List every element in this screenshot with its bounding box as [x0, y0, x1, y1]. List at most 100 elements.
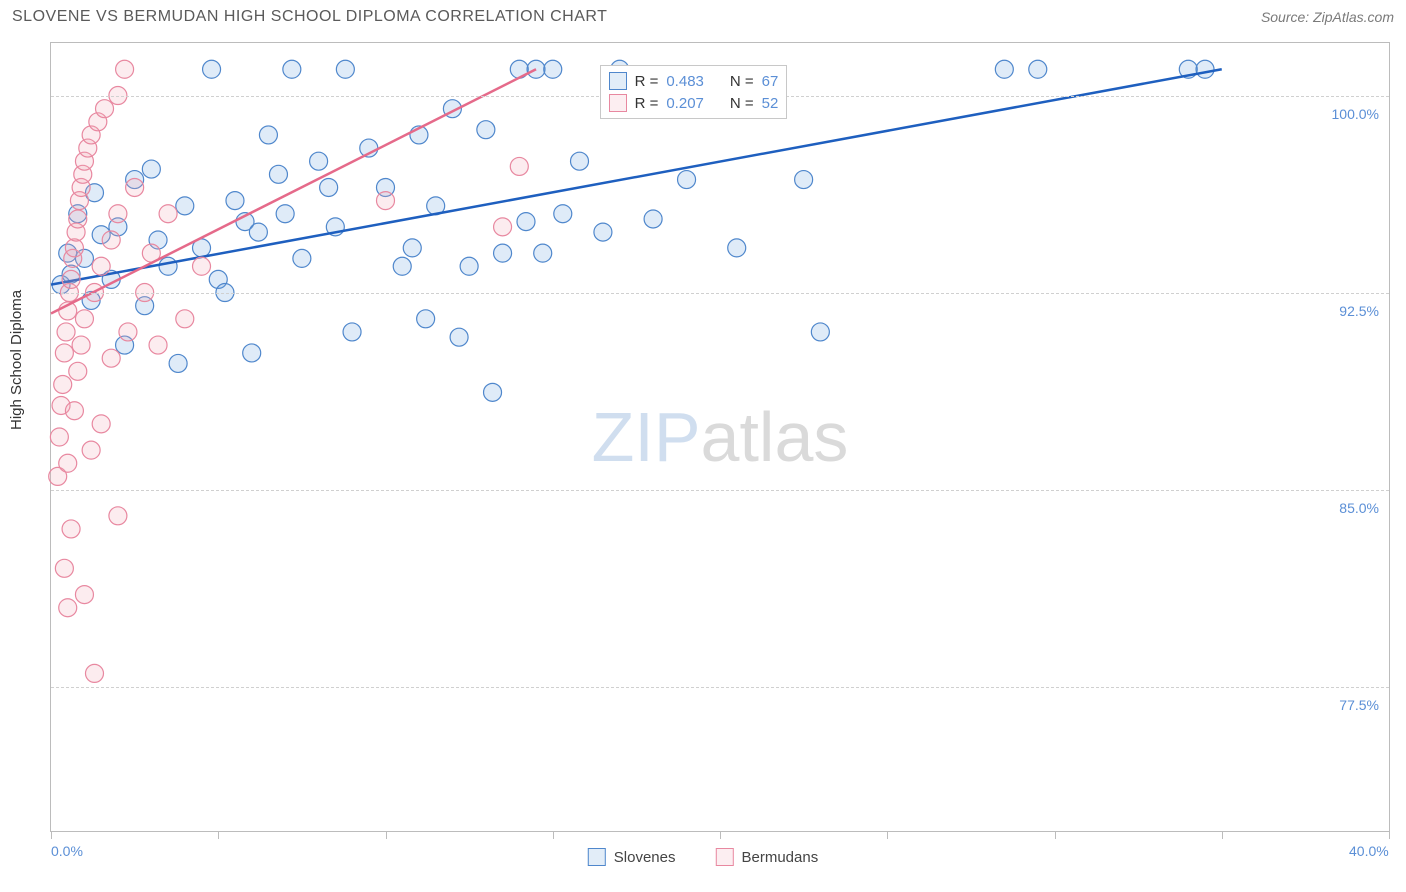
data-point	[1029, 60, 1047, 78]
x-tick-label: 40.0%	[1349, 843, 1389, 859]
r-value: 0.207	[666, 95, 704, 112]
n-label: N =	[730, 73, 754, 90]
x-tick	[1389, 831, 1390, 839]
r-value: 0.483	[666, 73, 704, 90]
data-point	[403, 239, 421, 257]
data-point	[59, 454, 77, 472]
data-point	[75, 586, 93, 604]
data-point	[320, 178, 338, 196]
data-point	[484, 383, 502, 401]
data-point	[417, 310, 435, 328]
data-point	[728, 239, 746, 257]
data-point	[92, 257, 110, 275]
data-point	[85, 664, 103, 682]
data-point	[571, 152, 589, 170]
data-point	[377, 192, 395, 210]
data-point	[102, 231, 120, 249]
x-tick	[887, 831, 888, 839]
data-point	[62, 270, 80, 288]
data-point	[54, 375, 72, 393]
data-point	[176, 310, 194, 328]
n-value: 52	[762, 95, 779, 112]
data-point	[62, 520, 80, 538]
data-point	[65, 239, 83, 257]
scatter-plot	[51, 43, 1389, 831]
data-point	[259, 126, 277, 144]
x-tick	[1222, 831, 1223, 839]
legend-swatch	[588, 848, 606, 866]
data-point	[226, 192, 244, 210]
data-point	[544, 60, 562, 78]
y-axis-label: High School Diploma	[8, 290, 25, 430]
data-point	[1196, 60, 1214, 78]
data-point	[510, 157, 528, 175]
r-label: R =	[635, 95, 659, 112]
x-tick	[386, 831, 387, 839]
data-point	[678, 171, 696, 189]
data-point	[527, 60, 545, 78]
data-point	[142, 160, 160, 178]
data-point	[92, 415, 110, 433]
data-point	[249, 223, 267, 241]
data-point	[460, 257, 478, 275]
data-point	[82, 441, 100, 459]
stats-legend: R =0.483N =67R =0.207N =52	[600, 65, 788, 119]
data-point	[343, 323, 361, 341]
series-legend: SlovenesBermudans	[588, 848, 818, 866]
data-point	[159, 205, 177, 223]
data-point	[55, 559, 73, 577]
data-point	[72, 336, 90, 354]
data-point	[393, 257, 411, 275]
x-tick	[51, 831, 52, 839]
series-legend-item: Slovenes	[588, 848, 676, 866]
data-point	[644, 210, 662, 228]
data-point	[169, 354, 187, 372]
data-point	[176, 197, 194, 215]
data-point	[57, 323, 75, 341]
data-point	[119, 323, 137, 341]
data-point	[149, 336, 167, 354]
data-point	[269, 165, 287, 183]
data-point	[293, 249, 311, 267]
legend-swatch	[609, 94, 627, 112]
data-point	[594, 223, 612, 241]
r-label: R =	[635, 73, 659, 90]
data-point	[534, 244, 552, 262]
data-point	[116, 60, 134, 78]
stats-legend-row: R =0.483N =67	[609, 70, 779, 92]
data-point	[283, 60, 301, 78]
data-point	[102, 349, 120, 367]
stats-legend-row: R = 0.207 N = 52	[609, 92, 779, 114]
chart-source: Source: ZipAtlas.com	[1261, 9, 1394, 25]
data-point	[65, 402, 83, 420]
series-name: Slovenes	[614, 849, 676, 866]
n-label: N =	[730, 95, 754, 112]
data-point	[336, 60, 354, 78]
gridline	[51, 490, 1389, 491]
y-tick-label: 85.0%	[1339, 500, 1379, 516]
data-point	[494, 244, 512, 262]
data-point	[109, 205, 127, 223]
data-point	[69, 210, 87, 228]
data-point	[59, 599, 77, 617]
data-point	[96, 100, 114, 118]
data-point	[193, 257, 211, 275]
legend-swatch	[716, 848, 734, 866]
data-point	[494, 218, 512, 236]
chart-title: SLOVENE VS BERMUDAN HIGH SCHOOL DIPLOMA …	[12, 8, 607, 26]
data-point	[50, 428, 68, 446]
data-point	[450, 328, 468, 346]
data-point	[811, 323, 829, 341]
data-point	[554, 205, 572, 223]
data-point	[276, 205, 294, 223]
x-tick	[720, 831, 721, 839]
chart-area: ZIPatlas 77.5%85.0%92.5%100.0%0.0%40.0%R…	[50, 42, 1390, 832]
x-tick	[1055, 831, 1056, 839]
data-point	[795, 171, 813, 189]
gridline	[51, 293, 1389, 294]
data-point	[477, 121, 495, 139]
x-tick-label: 0.0%	[51, 843, 83, 859]
data-point	[995, 60, 1013, 78]
data-point	[126, 178, 144, 196]
trend-line	[51, 69, 536, 313]
